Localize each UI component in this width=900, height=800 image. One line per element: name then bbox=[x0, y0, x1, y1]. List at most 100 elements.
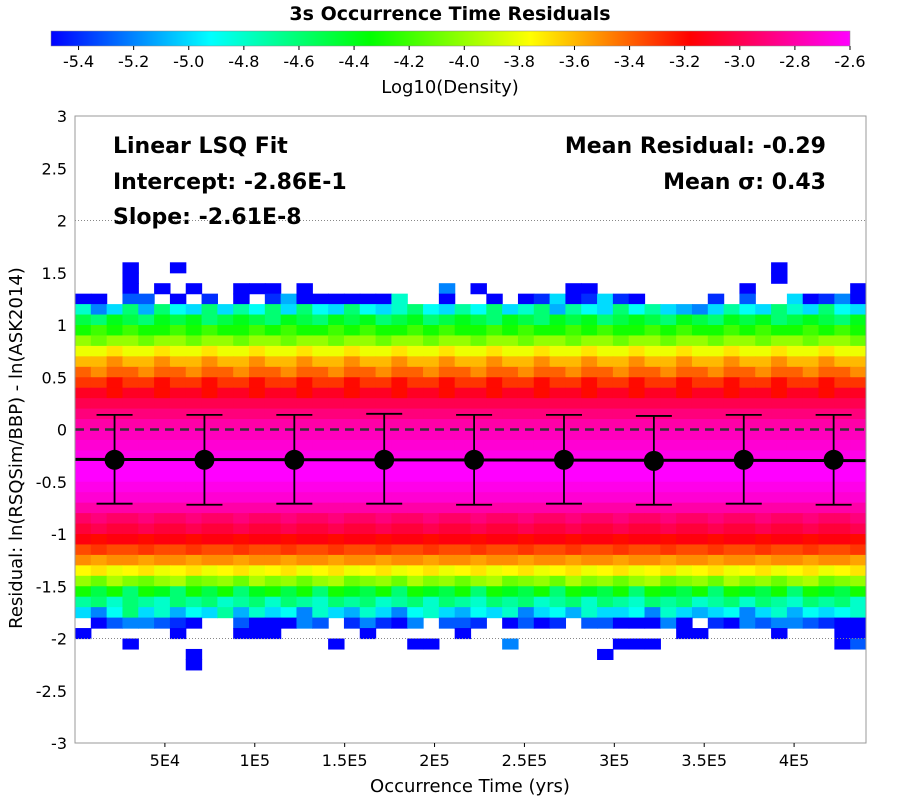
density-cell bbox=[391, 575, 408, 587]
density-cell bbox=[359, 492, 377, 504]
density-cell bbox=[438, 481, 456, 493]
density-cell bbox=[707, 345, 725, 357]
density-cell bbox=[328, 638, 345, 650]
density-cell bbox=[470, 534, 487, 546]
density-cell bbox=[802, 356, 820, 368]
density-cell bbox=[660, 617, 677, 629]
density-cell bbox=[628, 471, 646, 483]
density-cell bbox=[850, 283, 866, 295]
density-cell bbox=[834, 439, 851, 451]
density-cell bbox=[296, 596, 313, 608]
density-cell bbox=[517, 471, 535, 483]
density-cell bbox=[90, 513, 108, 525]
density-cell bbox=[549, 471, 567, 483]
density-cell bbox=[169, 356, 187, 368]
density-cell bbox=[75, 492, 92, 504]
density-cell bbox=[280, 439, 298, 451]
density-cell bbox=[185, 575, 203, 587]
density-cell bbox=[502, 471, 519, 483]
density-cell bbox=[707, 325, 725, 337]
density-cell bbox=[597, 314, 614, 326]
density-cell bbox=[407, 617, 424, 629]
density-cell bbox=[75, 419, 92, 431]
intercept-annotation: Intercept: -2.86E-1 bbox=[113, 170, 347, 195]
density-cell bbox=[249, 460, 266, 472]
density-cell bbox=[264, 523, 282, 535]
density-cell bbox=[581, 387, 598, 399]
density-cell bbox=[169, 471, 187, 483]
density-cell bbox=[185, 377, 203, 389]
density-cell bbox=[660, 460, 677, 472]
density-cell bbox=[581, 366, 598, 378]
density-cell bbox=[565, 607, 582, 619]
density-cell bbox=[106, 502, 124, 514]
density-cell bbox=[75, 335, 92, 347]
density-cell bbox=[597, 387, 614, 399]
colorbar-tick-label: -5.2 bbox=[118, 52, 149, 71]
density-cell bbox=[438, 419, 456, 431]
density-cell bbox=[185, 335, 203, 347]
density-cell bbox=[233, 575, 250, 587]
colorbar-tick-label: -5.0 bbox=[173, 52, 204, 71]
density-cell bbox=[486, 345, 503, 357]
density-cell bbox=[771, 387, 788, 399]
density-cell bbox=[280, 502, 298, 514]
density-cell bbox=[517, 387, 535, 399]
density-cell bbox=[612, 607, 630, 619]
density-cell bbox=[691, 607, 709, 619]
density-cell bbox=[328, 429, 345, 441]
density-cell bbox=[771, 408, 788, 420]
density-cell bbox=[628, 325, 646, 337]
density-cell bbox=[628, 565, 646, 577]
density-cell bbox=[375, 314, 392, 326]
density-cell bbox=[818, 304, 835, 316]
density-cell bbox=[834, 335, 851, 347]
density-cell bbox=[454, 481, 472, 493]
density-cell bbox=[565, 596, 582, 608]
density-cell bbox=[391, 596, 408, 608]
colorbar-tick-label: -5.4 bbox=[63, 52, 94, 71]
density-cell bbox=[438, 471, 456, 483]
density-cell bbox=[771, 617, 788, 629]
density-cell bbox=[850, 460, 866, 472]
density-cell bbox=[470, 314, 487, 326]
density-cell bbox=[343, 314, 361, 326]
density-cell bbox=[739, 293, 756, 305]
density-cell bbox=[517, 481, 535, 493]
density-cell bbox=[359, 565, 377, 577]
density-cell bbox=[470, 502, 487, 514]
density-cell bbox=[264, 450, 282, 462]
density-cell bbox=[233, 283, 250, 295]
density-cell bbox=[691, 325, 709, 337]
density-cell bbox=[533, 460, 551, 472]
density-cell bbox=[391, 419, 408, 431]
density-cell bbox=[75, 304, 92, 316]
density-cell bbox=[565, 325, 582, 337]
density-cell bbox=[691, 586, 709, 598]
density-cell bbox=[517, 366, 535, 378]
density-cell bbox=[106, 398, 124, 410]
density-cell bbox=[122, 513, 139, 525]
density-cell bbox=[549, 387, 567, 399]
density-cell bbox=[676, 575, 693, 587]
density-cell bbox=[850, 607, 866, 619]
density-cell bbox=[438, 377, 456, 389]
density-cell bbox=[597, 377, 614, 389]
density-cell bbox=[438, 544, 456, 556]
density-cell bbox=[264, 565, 282, 577]
density-cell bbox=[122, 471, 139, 483]
density-cell bbox=[565, 356, 582, 368]
density-cell bbox=[122, 607, 139, 619]
density-cell bbox=[249, 586, 266, 598]
density-cell bbox=[486, 293, 503, 305]
density-cell bbox=[454, 544, 472, 556]
density-cell bbox=[264, 314, 282, 326]
density-cell bbox=[454, 492, 472, 504]
density-cell bbox=[786, 534, 804, 546]
density-cell bbox=[343, 492, 361, 504]
density-cell bbox=[818, 377, 835, 389]
density-cell bbox=[628, 575, 646, 587]
density-cell bbox=[296, 565, 313, 577]
density-cell bbox=[707, 429, 725, 441]
density-cell bbox=[138, 544, 155, 556]
